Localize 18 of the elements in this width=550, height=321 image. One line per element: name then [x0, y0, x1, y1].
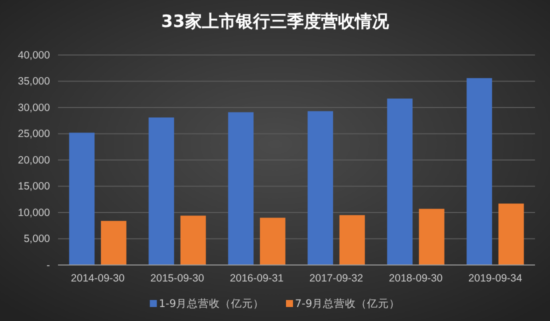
legend-label: 1-9月总营收（亿元）	[158, 297, 264, 310]
y-tick-label: 20,000	[18, 154, 50, 166]
x-tick-label: 2014-09-30	[70, 272, 125, 284]
y-tick-label: 40,000	[18, 49, 50, 62]
x-tick-label: 2016-09-31	[230, 272, 284, 284]
legend-label: 7-9月总营收（亿元）	[295, 297, 400, 310]
x-tick-label: 2018-09-30	[388, 272, 443, 284]
y-tick-label: 35,000	[18, 76, 50, 88]
y-tick-label: -	[46, 259, 50, 272]
y-tick-label: 10,000	[18, 206, 50, 219]
x-tick-label: 2017-09-32	[309, 272, 364, 284]
x-tick-label: 2015-09-30	[150, 272, 204, 284]
x-tick-label: 2019-09-34	[468, 272, 522, 284]
chart-title: 33家上市银行三季度营收情况	[161, 12, 390, 32]
y-tick-label: 15,000	[18, 180, 50, 193]
y-tick-label: 25,000	[18, 128, 50, 140]
y-tick-label: 30,000	[18, 102, 50, 114]
y-tick-label: 5,000	[24, 233, 50, 246]
